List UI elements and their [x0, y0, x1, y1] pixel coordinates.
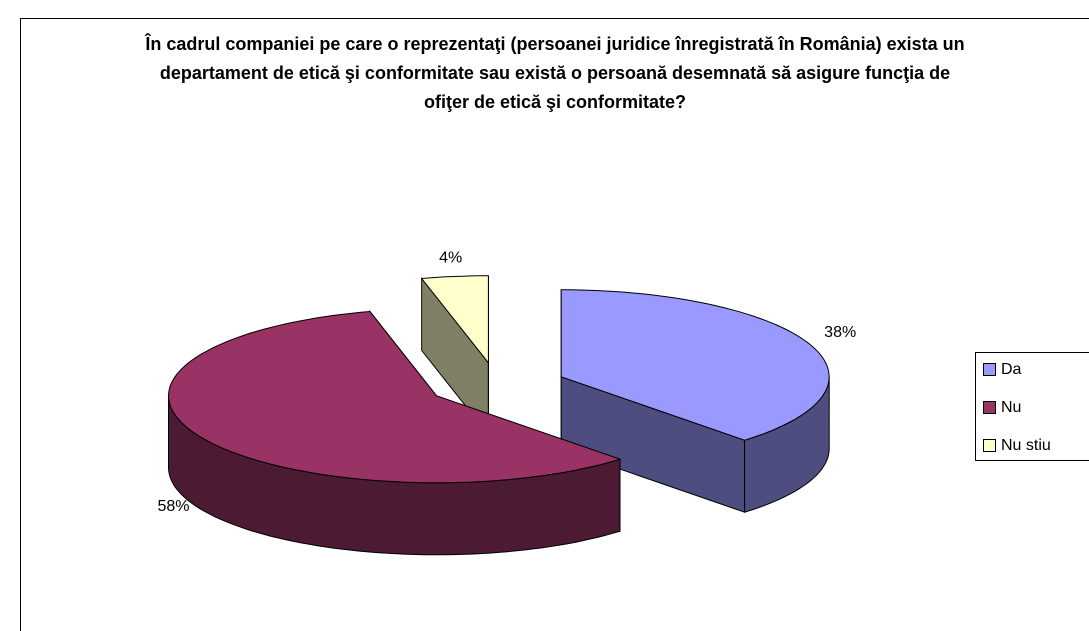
legend-swatch [983, 439, 996, 452]
pie-slice [420, 275, 489, 437]
legend-swatch [983, 401, 996, 414]
pie [167, 275, 830, 556]
legend: Da Nu Nu stiu [975, 352, 1089, 461]
legend-label: Nu [1001, 399, 1021, 416]
legend-swatch [983, 363, 996, 376]
legend-label: Nu stiu [1001, 437, 1051, 454]
slice-top [420, 275, 489, 365]
chart-title: În cadrul companiei pe care o reprezenta… [145, 34, 965, 112]
pie-slice [560, 289, 830, 513]
data-label: 58% [157, 498, 189, 515]
pie-slice [167, 310, 622, 556]
data-label: 38% [824, 324, 856, 341]
data-label: 4% [439, 249, 462, 266]
slice-top [167, 310, 622, 484]
slice-top [560, 289, 830, 441]
legend-label: Da [1001, 361, 1022, 378]
